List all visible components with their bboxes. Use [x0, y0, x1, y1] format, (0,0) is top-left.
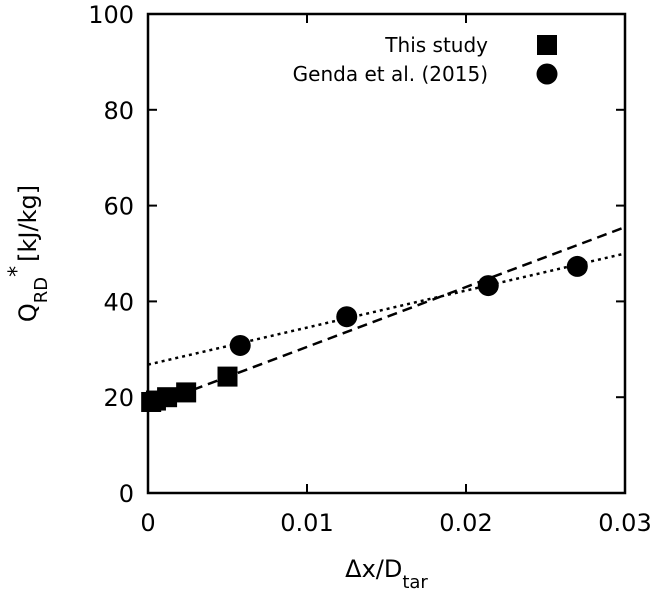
- plot-frame: [146, 12, 627, 495]
- data-points: [141, 255, 588, 412]
- x-axis-ticks: 0 0.01 0.02 0.03: [140, 14, 652, 537]
- x-axis-title: Δx/Dtar: [345, 555, 428, 589]
- y-tick-label: 0: [119, 480, 134, 508]
- y-axis-title-subscript: RD: [31, 277, 52, 303]
- x-tick-label: 0.02: [439, 509, 492, 537]
- y-axis-title: QRD* [kJ/kg]: [5, 185, 52, 322]
- y-axis-ticks: 0 20 40 60 80 100: [88, 1, 625, 508]
- y-axis-title-main: Q: [14, 303, 42, 322]
- point-this-study: [157, 387, 178, 408]
- y-tick-label: 60: [103, 193, 134, 221]
- point-genda: [229, 334, 251, 356]
- y-tick-label: 100: [88, 1, 134, 29]
- point-this-study: [176, 382, 197, 403]
- y-tick-label: 40: [103, 288, 134, 316]
- legend: This study Genda et al. (2015): [293, 33, 558, 86]
- point-genda: [566, 255, 588, 277]
- point-this-study: [217, 366, 238, 387]
- legend-marker-square: [537, 35, 557, 55]
- legend-label: This study: [384, 33, 488, 57]
- x-tick-label: 0.01: [280, 509, 333, 537]
- y-axis-title-unit: [kJ/kg]: [14, 185, 42, 262]
- point-genda: [477, 275, 499, 297]
- fit-line-genda: [147, 252, 626, 366]
- x-tick-label: 0: [140, 509, 155, 537]
- x-axis-title-main: Δx/D: [345, 555, 402, 583]
- legend-label: Genda et al. (2015): [293, 62, 488, 86]
- x-axis-title-subscript: tar: [402, 572, 428, 589]
- y-tick-label: 20: [103, 384, 134, 412]
- y-tick-label: 80: [103, 97, 134, 125]
- point-genda: [336, 306, 358, 328]
- legend-marker-circle: [536, 63, 558, 85]
- x-tick-label: 0.03: [598, 509, 651, 537]
- y-axis-title-superscript: *: [5, 266, 30, 277]
